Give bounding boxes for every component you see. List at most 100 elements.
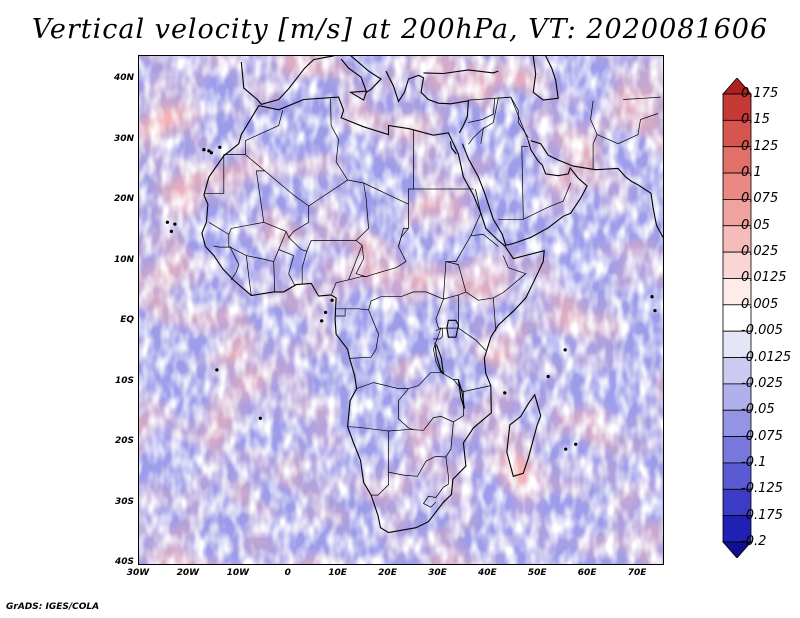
border-line [245,255,252,296]
colorbar-label: 0.15 [741,112,770,128]
border-line [445,235,472,262]
border-line [203,154,246,194]
arabia-coastline [461,140,588,246]
lon-tick-label: 60E [577,568,597,578]
border-line [480,96,529,144]
border-line [433,298,444,373]
border-line [229,246,240,280]
lat-tick-label: 40S [114,557,134,567]
island-mark [218,145,222,149]
lake-malawi [457,379,465,409]
border-line [498,182,572,220]
border-line [413,416,454,477]
island-mark [563,348,567,352]
colorbar-swatch [722,357,752,385]
colorbar-label: 0.025 [741,244,779,260]
colorbar-label: -0.0125 [741,349,792,365]
border-line [356,382,414,431]
border-line [335,308,346,317]
colorbar-swatch [722,436,752,464]
lat-tick-label: 40N [113,73,134,84]
lon-tick-label: 10W [226,568,250,578]
lat-tick-label: 30S [114,496,134,507]
colorbar-label: -0.075 [741,428,783,444]
island-mark [574,442,578,446]
persian-gulf-coastline [530,140,663,238]
lon-tick-label: 0 [284,568,291,578]
border-line [453,391,464,423]
gulf-of-suez [449,141,457,155]
lon-tick-label: 30W [126,568,150,578]
border-line [301,251,308,284]
sicily-coastline [348,90,368,101]
africa-coastline [201,96,545,534]
island-mark [169,229,174,234]
border-line [468,96,511,101]
border-line [244,110,284,155]
colorbar-label: 0.175 [741,86,779,101]
colorbar-swatch [722,172,752,200]
border-line [433,327,443,340]
colorbar [722,78,752,558]
island-mark [202,148,206,152]
island-mark [165,220,170,224]
border-line [263,206,310,239]
lon-tick-label: 20E [378,568,397,578]
lat-tick-label: EQ [120,315,134,326]
border-line [388,456,436,477]
border-line [336,291,467,311]
colorbar-label: 0.1 [741,165,762,181]
lake-tanganyika [434,342,444,375]
black-sea-coastline [423,69,499,75]
border-line [510,96,529,138]
grads-credit: GrADS: IGES/COLA [6,602,100,612]
map-title: Vertical velocity [m/s] at 200hPa, VT: 2… [31,14,769,45]
lat-tick-label: 20N [113,194,134,205]
colorbar-swatch [722,251,752,279]
border-line [349,309,379,359]
colorbar-label: -0.025 [741,375,783,391]
border-line [596,113,659,145]
island-mark [650,295,654,299]
iberia-coastline [240,56,334,106]
lon-tick-label: 70E [627,568,647,578]
caspian-coastline [532,56,559,101]
border-line [278,249,296,286]
colorbar-label: 0.005 [741,296,779,312]
border-line [493,255,527,299]
colorbar-label: -0.175 [741,507,783,523]
border-line [408,371,459,389]
colorbar-label: -0.125 [741,481,783,497]
coastlines [165,56,663,534]
lat-tick-label: 30N [113,133,134,144]
border-line [468,98,496,123]
colorbar-label: -0.005 [741,323,783,339]
madagascar-coastline [506,393,542,477]
island-mark [564,447,568,451]
colorbar-label: 0.075 [741,191,779,207]
colorbar-swatch [722,93,752,121]
island-mark [320,319,324,323]
colorbar-label: -0.1 [741,454,767,470]
border-line [590,100,598,170]
lat-tick-label: 20S [114,436,134,447]
colorbar-swatch [722,146,752,174]
border-line [623,96,661,100]
lon-tick-label: 10E [328,568,347,578]
border-line [347,130,414,205]
colorbar-label: -0.2 [741,534,767,549]
border-line [213,245,232,248]
island-mark [653,308,657,313]
east-med-coastline [385,70,469,134]
colorbar-swatch [722,462,752,490]
colorbar-label: 0.0125 [741,270,787,286]
colorbar-label: 0.05 [741,217,770,233]
colorbar-label: -0.05 [741,402,775,418]
island-mark [207,149,211,153]
border-line [443,261,467,300]
island-mark [503,391,507,395]
border-line [422,476,449,508]
colorbar-bottom-arrow [722,541,752,558]
island-mark [209,151,214,155]
lon-tick-label: 50E [527,568,547,578]
